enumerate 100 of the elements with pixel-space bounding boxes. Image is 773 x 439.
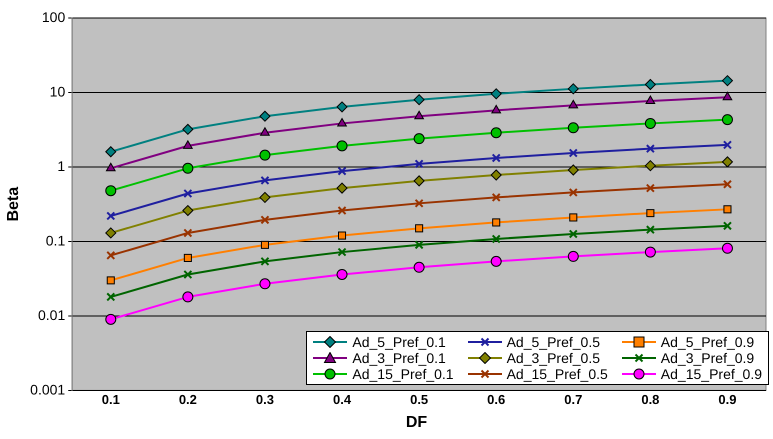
point: [722, 92, 732, 100]
legend-label: Ad_15_Pref_0.1: [352, 366, 454, 382]
point: [722, 180, 732, 189]
x-tick-label: 0.3: [256, 392, 274, 407]
point: [492, 192, 501, 202]
point: [183, 228, 192, 238]
legend-label: Ad_3_Pref_0.9: [660, 350, 754, 366]
point: [722, 156, 733, 168]
point: [568, 122, 579, 134]
x-tick-label: 0.1: [102, 392, 120, 407]
point: [338, 232, 346, 240]
x-tick-label: 0.8: [641, 392, 660, 407]
point: [722, 221, 732, 230]
point: [568, 83, 579, 94]
point: [722, 140, 732, 150]
x-tick-label: 0.5: [410, 392, 428, 407]
point: [644, 160, 656, 172]
y-tick-label: 0.1: [46, 232, 66, 248]
point: [492, 234, 501, 244]
point: [722, 75, 733, 86]
point: [415, 224, 424, 232]
point: [492, 218, 500, 226]
legend-label: Ad_15_Pref_0.9: [660, 366, 762, 382]
x-tick-label: 0.7: [564, 392, 582, 407]
point: [105, 185, 116, 196]
point: [414, 159, 424, 168]
point: [105, 227, 116, 238]
point: [723, 205, 732, 214]
point: [568, 229, 578, 238]
point: [568, 148, 578, 158]
point: [646, 96, 656, 104]
x-tick-label: 0.6: [487, 392, 506, 407]
point: [336, 140, 348, 152]
point: [568, 100, 578, 108]
point: [337, 166, 347, 176]
legend-label: Ad_5_Pref_0.9: [660, 334, 754, 350]
point: [644, 246, 656, 258]
point: [183, 270, 192, 280]
x-axis-title: DF: [404, 414, 428, 432]
legend-label: Ad_3_Pref_0.5: [506, 350, 600, 366]
point: [491, 104, 502, 114]
point: [336, 182, 348, 194]
point: [414, 240, 424, 250]
y-axis-title: Beta: [5, 186, 22, 222]
point: [106, 250, 116, 260]
legend-label: Ad_5_Pref_0.5: [506, 334, 600, 350]
point: [336, 101, 348, 112]
point: [414, 133, 425, 144]
point: [260, 240, 269, 249]
point: [568, 250, 579, 262]
point: [337, 206, 347, 216]
point: [492, 153, 501, 163]
point: [259, 110, 270, 122]
point: [260, 256, 270, 266]
point: [260, 127, 270, 136]
point: [646, 184, 655, 193]
point: [644, 118, 656, 129]
point: [414, 198, 424, 208]
point: [182, 291, 194, 302]
point: [336, 268, 348, 280]
y-tick-label: 100: [42, 8, 66, 25]
point: [490, 169, 502, 180]
point: [182, 205, 194, 216]
point: [105, 146, 116, 158]
point: [106, 162, 116, 172]
point: [722, 114, 733, 126]
point: [646, 225, 655, 234]
point: [414, 262, 425, 273]
point: [106, 211, 116, 220]
point: [182, 162, 194, 174]
y-tick-label: 10: [50, 83, 66, 100]
point: [182, 124, 194, 135]
point: [569, 213, 578, 222]
point: [184, 254, 192, 262]
point: [260, 176, 270, 185]
point: [260, 215, 270, 224]
point: [183, 188, 192, 198]
legend-label: Ad_15_Pref_0.5: [506, 366, 608, 382]
legend-label: Ad_3_Pref_0.1: [352, 350, 446, 366]
point: [568, 188, 578, 197]
y-tick-label: 0.001: [30, 381, 66, 398]
point: [259, 278, 270, 290]
point: [337, 248, 347, 257]
point: [105, 314, 116, 325]
point: [259, 192, 270, 203]
point: [259, 150, 270, 161]
point: [414, 175, 425, 186]
point: [646, 209, 654, 218]
point: [722, 242, 733, 254]
point: [490, 127, 502, 138]
y-tick-label: 1: [57, 158, 66, 174]
point: [106, 292, 116, 302]
point: [414, 94, 425, 106]
point: [337, 118, 347, 126]
point: [490, 88, 502, 100]
x-tick-label: 0.4: [332, 392, 352, 407]
point: [644, 78, 656, 90]
point: [490, 256, 502, 267]
point: [106, 276, 115, 284]
point: [183, 140, 193, 149]
